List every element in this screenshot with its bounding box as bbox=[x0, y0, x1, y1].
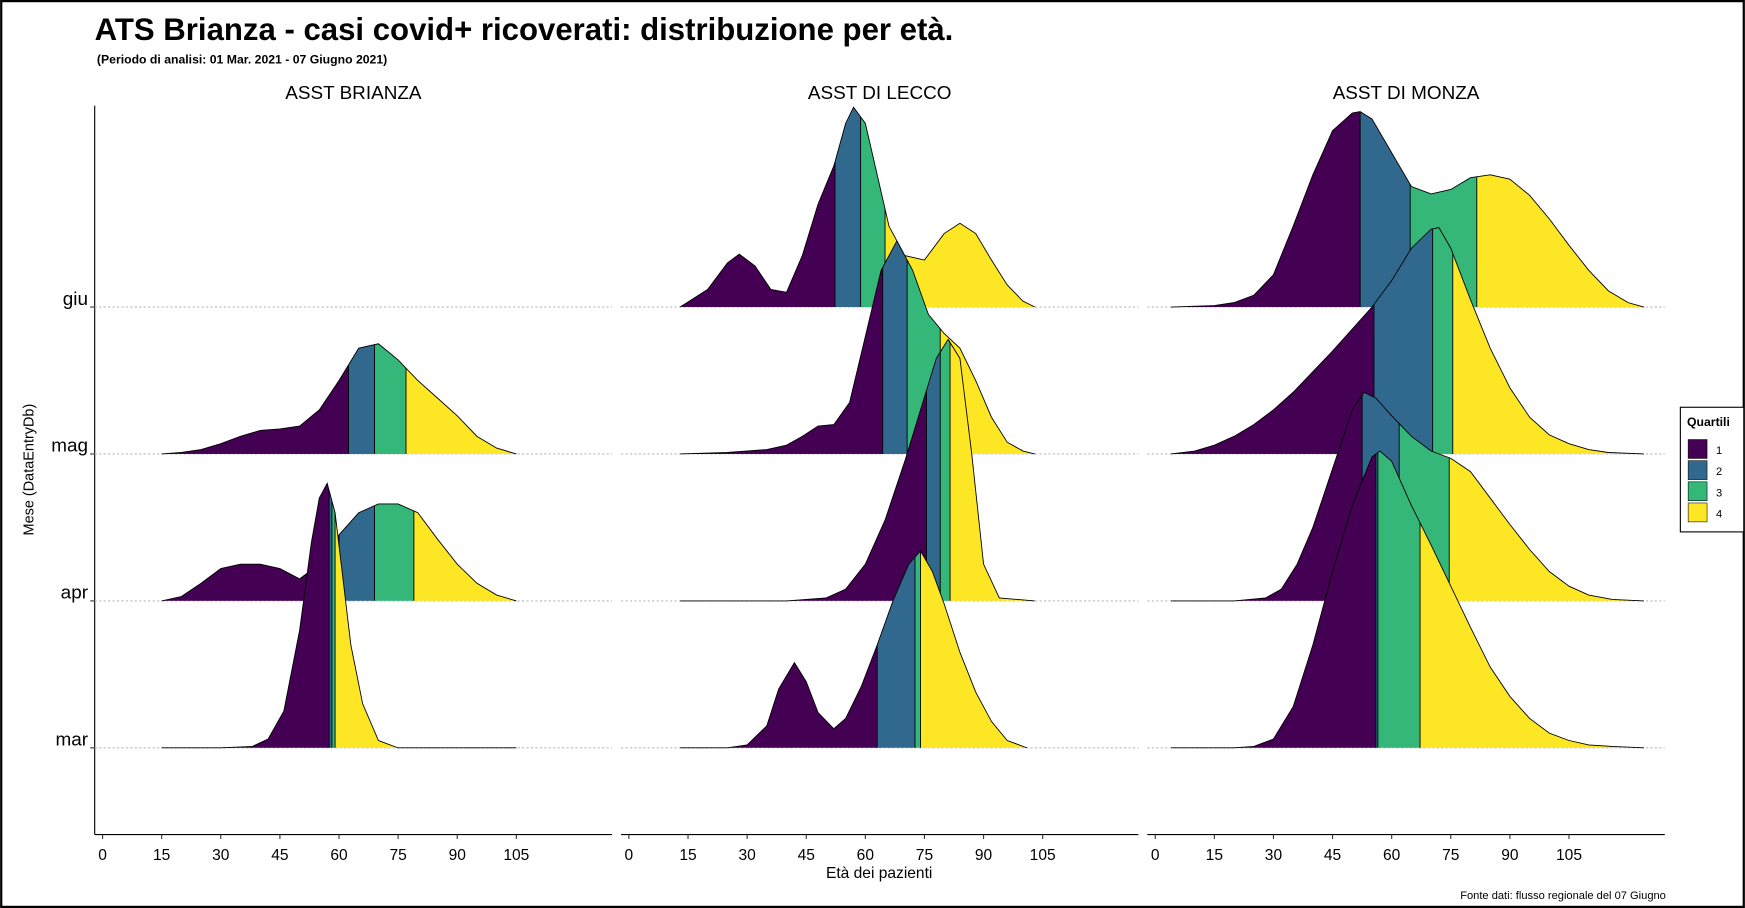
legend-label: 2 bbox=[1716, 466, 1722, 478]
density-line bbox=[1170, 111, 1645, 308]
legend-key bbox=[1687, 481, 1708, 502]
legend-title: Quartili bbox=[1687, 415, 1730, 429]
legend-label: 4 bbox=[1716, 508, 1722, 520]
density-line bbox=[680, 550, 1028, 749]
x-tick-label: 75 bbox=[1442, 847, 1459, 864]
panel-title: ASST BRIANZA bbox=[285, 83, 422, 104]
x-tick-label: 45 bbox=[1324, 847, 1341, 864]
density-line bbox=[1170, 227, 1644, 455]
density-line bbox=[161, 503, 517, 602]
x-tick-label: 75 bbox=[916, 847, 933, 864]
y-axis-label: Mese (DataEntryDb) bbox=[21, 404, 37, 536]
x-tick-label: 90 bbox=[449, 847, 467, 864]
legend-label: 1 bbox=[1716, 445, 1722, 457]
quartile-area bbox=[940, 339, 951, 601]
x-tick-label: 105 bbox=[1030, 847, 1056, 864]
quartile-area bbox=[1432, 227, 1453, 454]
quartile-area bbox=[882, 240, 908, 454]
density-line bbox=[680, 338, 1035, 602]
source-note: Fonte dati: flusso regionale del 07 Giug… bbox=[1460, 890, 1666, 902]
x-tick-label: 75 bbox=[389, 847, 406, 864]
density-line bbox=[161, 343, 517, 455]
legend-key bbox=[1687, 502, 1708, 523]
density-line bbox=[1170, 450, 1644, 749]
x-tick-label: 30 bbox=[212, 847, 230, 864]
quartile-area bbox=[348, 343, 375, 454]
x-tick-label: 15 bbox=[679, 847, 696, 864]
x-tick-label: 90 bbox=[1501, 847, 1519, 864]
density-line bbox=[679, 106, 1036, 308]
quartile-area bbox=[915, 550, 921, 748]
x-tick-label: 90 bbox=[975, 847, 993, 864]
legend-label: 3 bbox=[1716, 487, 1722, 499]
chart-subtitle: (Periodo di analisi: 01 Mar. 2021 - 07 G… bbox=[97, 52, 387, 66]
x-tick-label: 15 bbox=[1206, 847, 1223, 864]
legend-key bbox=[1687, 439, 1708, 459]
quartile-area bbox=[1375, 451, 1378, 748]
x-tick-label: 60 bbox=[857, 847, 875, 864]
legend-key bbox=[1687, 460, 1708, 480]
x-tick-label: 0 bbox=[98, 847, 107, 864]
x-tick-label: 105 bbox=[503, 847, 529, 864]
density-line bbox=[680, 239, 1035, 455]
x-tick-label: 105 bbox=[1556, 847, 1582, 864]
x-tick-label: 30 bbox=[1265, 847, 1283, 864]
y-tick-label: mar bbox=[55, 730, 88, 751]
x-tick-label: 0 bbox=[1151, 847, 1160, 864]
quartile-area bbox=[331, 483, 336, 748]
panel-title: ASST DI MONZA bbox=[1333, 83, 1480, 104]
x-tick-label: 60 bbox=[1383, 847, 1401, 864]
quartile-area bbox=[329, 483, 332, 748]
quartile-area bbox=[374, 503, 414, 601]
y-tick-label: mag bbox=[51, 436, 88, 457]
quartile-area bbox=[926, 339, 941, 601]
y-tick-label: apr bbox=[61, 583, 88, 604]
y-tick-label: giu bbox=[63, 289, 88, 310]
density-line bbox=[1170, 391, 1644, 602]
x-axis-label: Età dei pazienti bbox=[826, 865, 932, 882]
x-tick-label: 0 bbox=[625, 847, 634, 864]
x-tick-label: 15 bbox=[153, 847, 170, 864]
x-tick-label: 45 bbox=[271, 847, 288, 864]
x-tick-label: 30 bbox=[738, 847, 756, 864]
density-line bbox=[161, 482, 517, 749]
legend: Quartili 1 2 3 4 bbox=[1679, 406, 1745, 533]
chart-title: ATS Brianza - casi covid+ ricoverati: di… bbox=[95, 12, 954, 47]
x-tick-label: 45 bbox=[798, 847, 815, 864]
panel-title: ASST DI LECCO bbox=[808, 83, 952, 104]
x-tick-label: 60 bbox=[330, 847, 348, 864]
